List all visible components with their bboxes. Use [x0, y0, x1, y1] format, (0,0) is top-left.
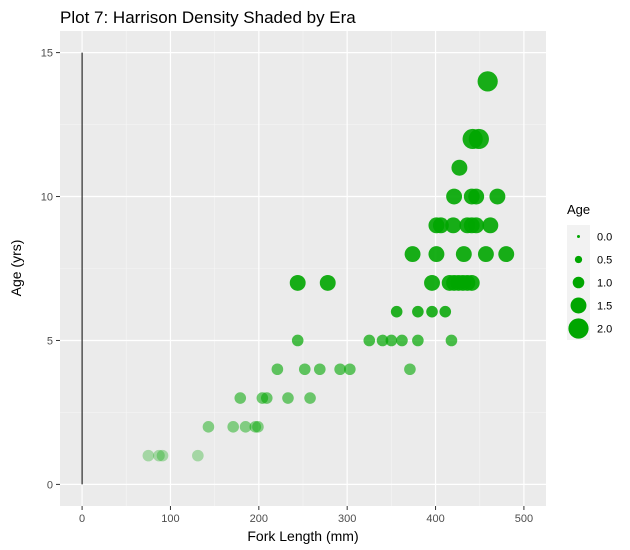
x-tick-label: 200	[250, 513, 268, 525]
data-point	[432, 217, 449, 234]
data-point	[298, 363, 311, 376]
legend-label: 1.0	[597, 278, 612, 290]
data-point	[439, 305, 452, 318]
data-point	[412, 334, 424, 347]
data-point	[390, 305, 403, 318]
data-point	[445, 217, 462, 234]
data-point	[291, 334, 304, 347]
data-point	[482, 217, 499, 234]
data-point	[396, 334, 408, 347]
data-point	[468, 128, 489, 150]
data-point	[239, 421, 252, 433]
data-point	[468, 217, 485, 234]
data-point	[404, 363, 416, 376]
x-axis-title: Fork Length (mm)	[247, 528, 358, 544]
legend-key-point	[570, 297, 587, 314]
legend-label: 2.0	[597, 324, 612, 336]
legend-label: 0.5	[597, 255, 612, 267]
data-point	[468, 188, 485, 205]
data-point	[445, 334, 458, 347]
data-point	[344, 363, 356, 376]
x-tick-label: 100	[161, 513, 179, 525]
data-point	[271, 363, 284, 376]
data-point	[234, 392, 247, 404]
data-point	[376, 334, 389, 347]
data-point	[412, 305, 424, 318]
legend-key-point	[572, 276, 585, 289]
legend-key-point	[568, 318, 589, 339]
y-axis-title: Age (yrs)	[8, 240, 24, 297]
data-point	[252, 421, 264, 433]
data-point	[313, 363, 326, 376]
data-point	[428, 246, 445, 263]
data-point	[477, 71, 498, 92]
data-point	[142, 449, 155, 462]
data-point	[363, 334, 376, 347]
y-tick-label: 0	[47, 479, 53, 491]
data-point	[289, 274, 306, 291]
data-point	[227, 421, 239, 433]
legend-keys: 0.0 0.5 1.0 1.5 2.0	[567, 225, 612, 340]
grid-minor	[60, 31, 546, 506]
legend-key-point	[577, 235, 580, 238]
data-point	[153, 449, 165, 462]
data-point	[319, 274, 336, 291]
data-point	[282, 392, 294, 404]
data-point	[498, 246, 515, 263]
data-point	[424, 274, 440, 291]
data-point	[192, 449, 204, 462]
y-tick-label: 15	[41, 48, 53, 60]
data-point	[463, 274, 480, 291]
x-tick-label: 300	[338, 513, 356, 525]
x-axis-ticks: 0 100 200 300 400 500	[79, 506, 533, 525]
x-tick-label: 500	[515, 513, 533, 525]
chart-title: Plot 7: Harrison Density Shaded by Era	[60, 8, 356, 27]
points-layer	[142, 71, 515, 462]
y-axis-ticks: 0 5 10 15	[41, 48, 60, 491]
data-point	[334, 363, 346, 376]
data-point	[446, 188, 463, 205]
data-point	[489, 188, 506, 205]
data-point	[156, 449, 169, 462]
data-point	[304, 392, 316, 404]
data-point	[385, 334, 398, 347]
legend-key-point	[574, 255, 583, 264]
x-tick-label: 400	[426, 513, 444, 525]
legend-label: 0.0	[597, 232, 612, 244]
data-point	[426, 305, 438, 318]
data-point	[477, 246, 494, 263]
legend-title: Age	[567, 202, 590, 217]
data-point	[404, 246, 421, 263]
legend: Age 0.0 0.5 1.0 1.5 2.0	[567, 202, 612, 340]
data-point	[260, 392, 273, 404]
legend-label: 1.5	[597, 301, 612, 313]
data-point	[455, 246, 472, 263]
x-tick-label: 0	[79, 513, 85, 525]
data-point	[202, 421, 215, 433]
data-point	[451, 159, 468, 176]
y-tick-label: 5	[47, 335, 53, 347]
y-tick-label: 10	[41, 192, 53, 204]
data-point	[249, 421, 262, 433]
